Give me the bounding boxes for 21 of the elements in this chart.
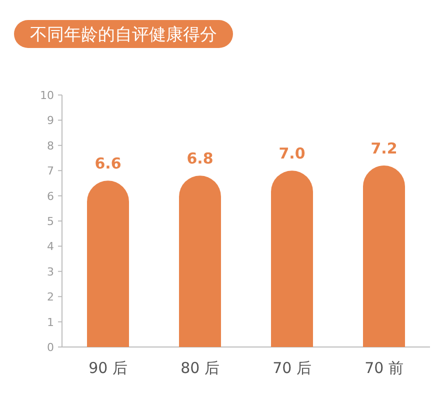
data-label: 7.0 xyxy=(278,144,306,163)
x-tick-label: 90 后 xyxy=(88,359,128,377)
y-tick-label: 6 xyxy=(47,190,54,203)
y-tick-label: 0 xyxy=(47,341,54,354)
y-tick-label: 2 xyxy=(47,290,54,304)
data-label: 7.2 xyxy=(370,140,398,158)
title: 不同年龄的自评健康得分 xyxy=(14,20,233,48)
y-tick-label: 7 xyxy=(47,164,54,178)
data-label: 6.8 xyxy=(186,150,214,168)
y-tick-label: 5 xyxy=(47,215,54,228)
y-tick-label: 1 xyxy=(47,316,54,329)
y-tick-label: 8 xyxy=(47,139,54,152)
x-tick-label: 70 前 xyxy=(364,359,404,377)
y-tick-label: 4 xyxy=(47,240,54,254)
x-tick-label: 80 后 xyxy=(180,359,220,377)
x-tick-label: 70 后 xyxy=(272,359,312,377)
chart-title: 不同年龄的自评健康得分 xyxy=(30,25,217,45)
y-tick-label: 3 xyxy=(47,265,54,278)
y-tick-label: 9 xyxy=(47,114,54,128)
data-label: 6.6 xyxy=(94,154,122,173)
y-tick-label: 10 xyxy=(40,89,54,102)
